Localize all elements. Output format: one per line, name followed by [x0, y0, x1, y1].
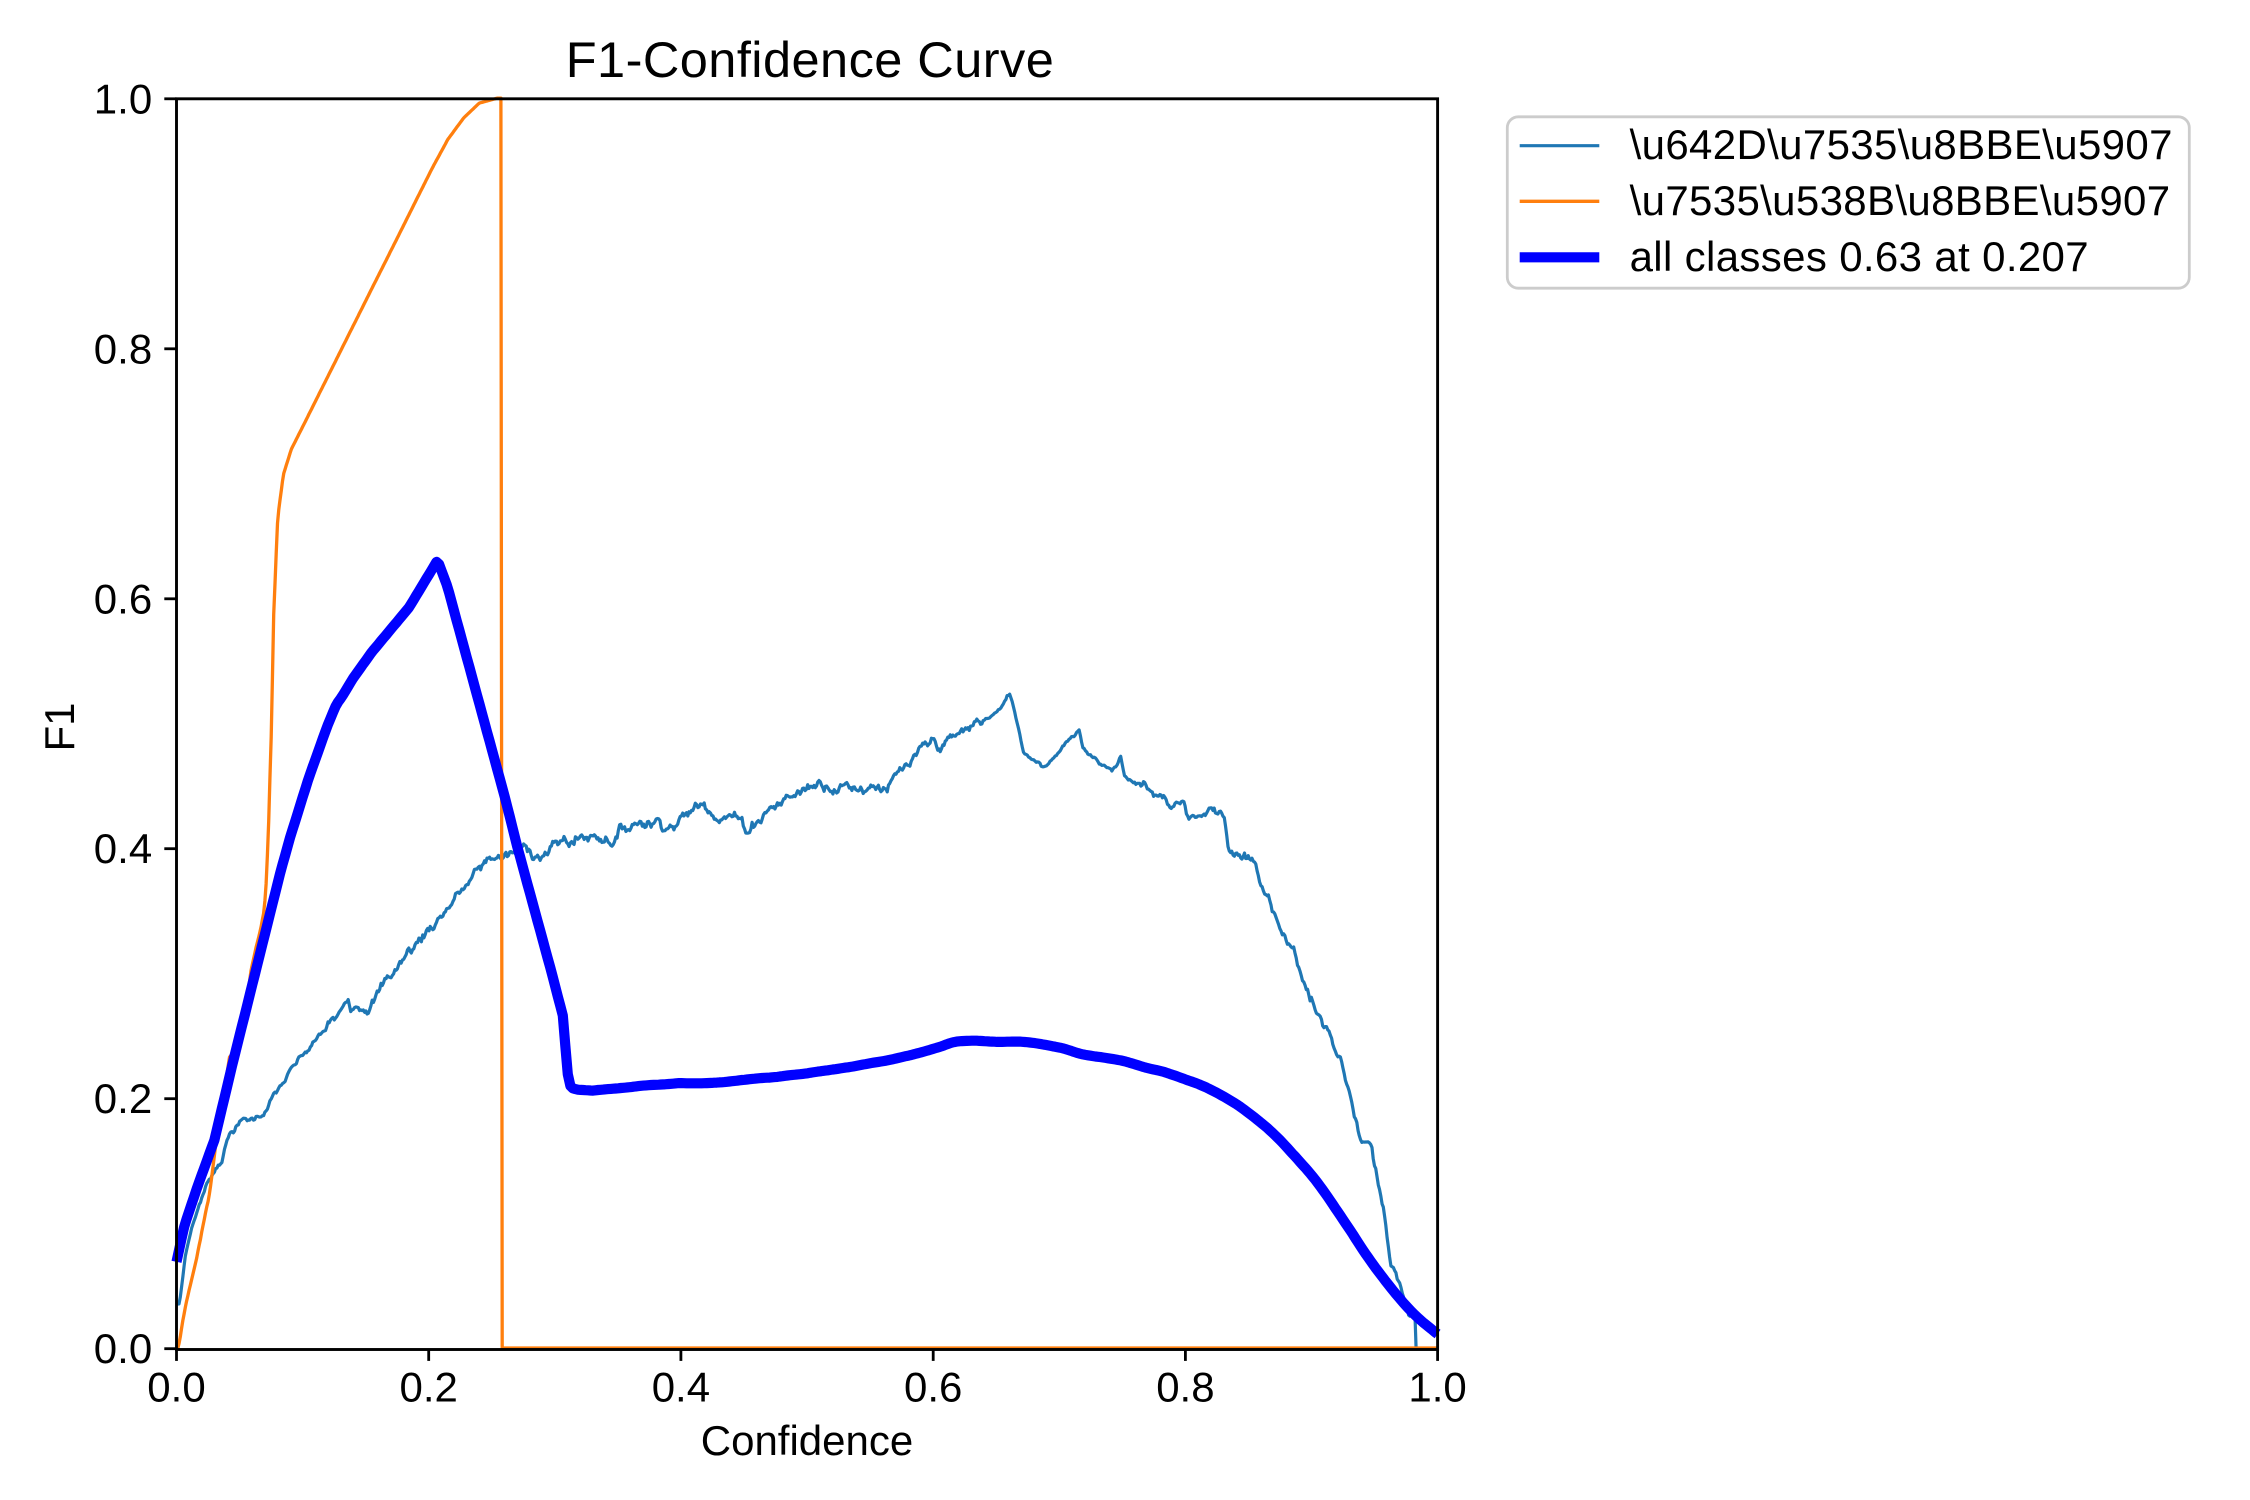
svg-text:1.0: 1.0 — [1408, 1364, 1466, 1411]
svg-text:\u642D\u7535\u8BBE\u5907: \u642D\u7535\u8BBE\u5907 — [1630, 121, 2173, 168]
svg-text:all classes 0.63 at 0.207: all classes 0.63 at 0.207 — [1630, 233, 2089, 280]
svg-text:0.8: 0.8 — [1156, 1364, 1214, 1411]
svg-text:Confidence: Confidence — [701, 1417, 913, 1464]
svg-text:F1: F1 — [36, 702, 83, 751]
svg-text:0.6: 0.6 — [904, 1364, 962, 1411]
svg-text:0.4: 0.4 — [94, 825, 152, 872]
svg-text:0.6: 0.6 — [94, 575, 152, 622]
svg-text:0.0: 0.0 — [147, 1364, 205, 1411]
svg-text:0.4: 0.4 — [652, 1364, 710, 1411]
svg-text:1.0: 1.0 — [94, 75, 152, 122]
svg-text:0.8: 0.8 — [94, 325, 152, 372]
svg-text:0.0: 0.0 — [94, 1325, 152, 1372]
svg-text:0.2: 0.2 — [400, 1364, 458, 1411]
svg-text:F1-Confidence Curve: F1-Confidence Curve — [566, 31, 1055, 88]
svg-text:0.2: 0.2 — [94, 1075, 152, 1122]
svg-text:\u7535\u538B\u8BBE\u5907: \u7535\u538B\u8BBE\u5907 — [1630, 177, 2171, 224]
